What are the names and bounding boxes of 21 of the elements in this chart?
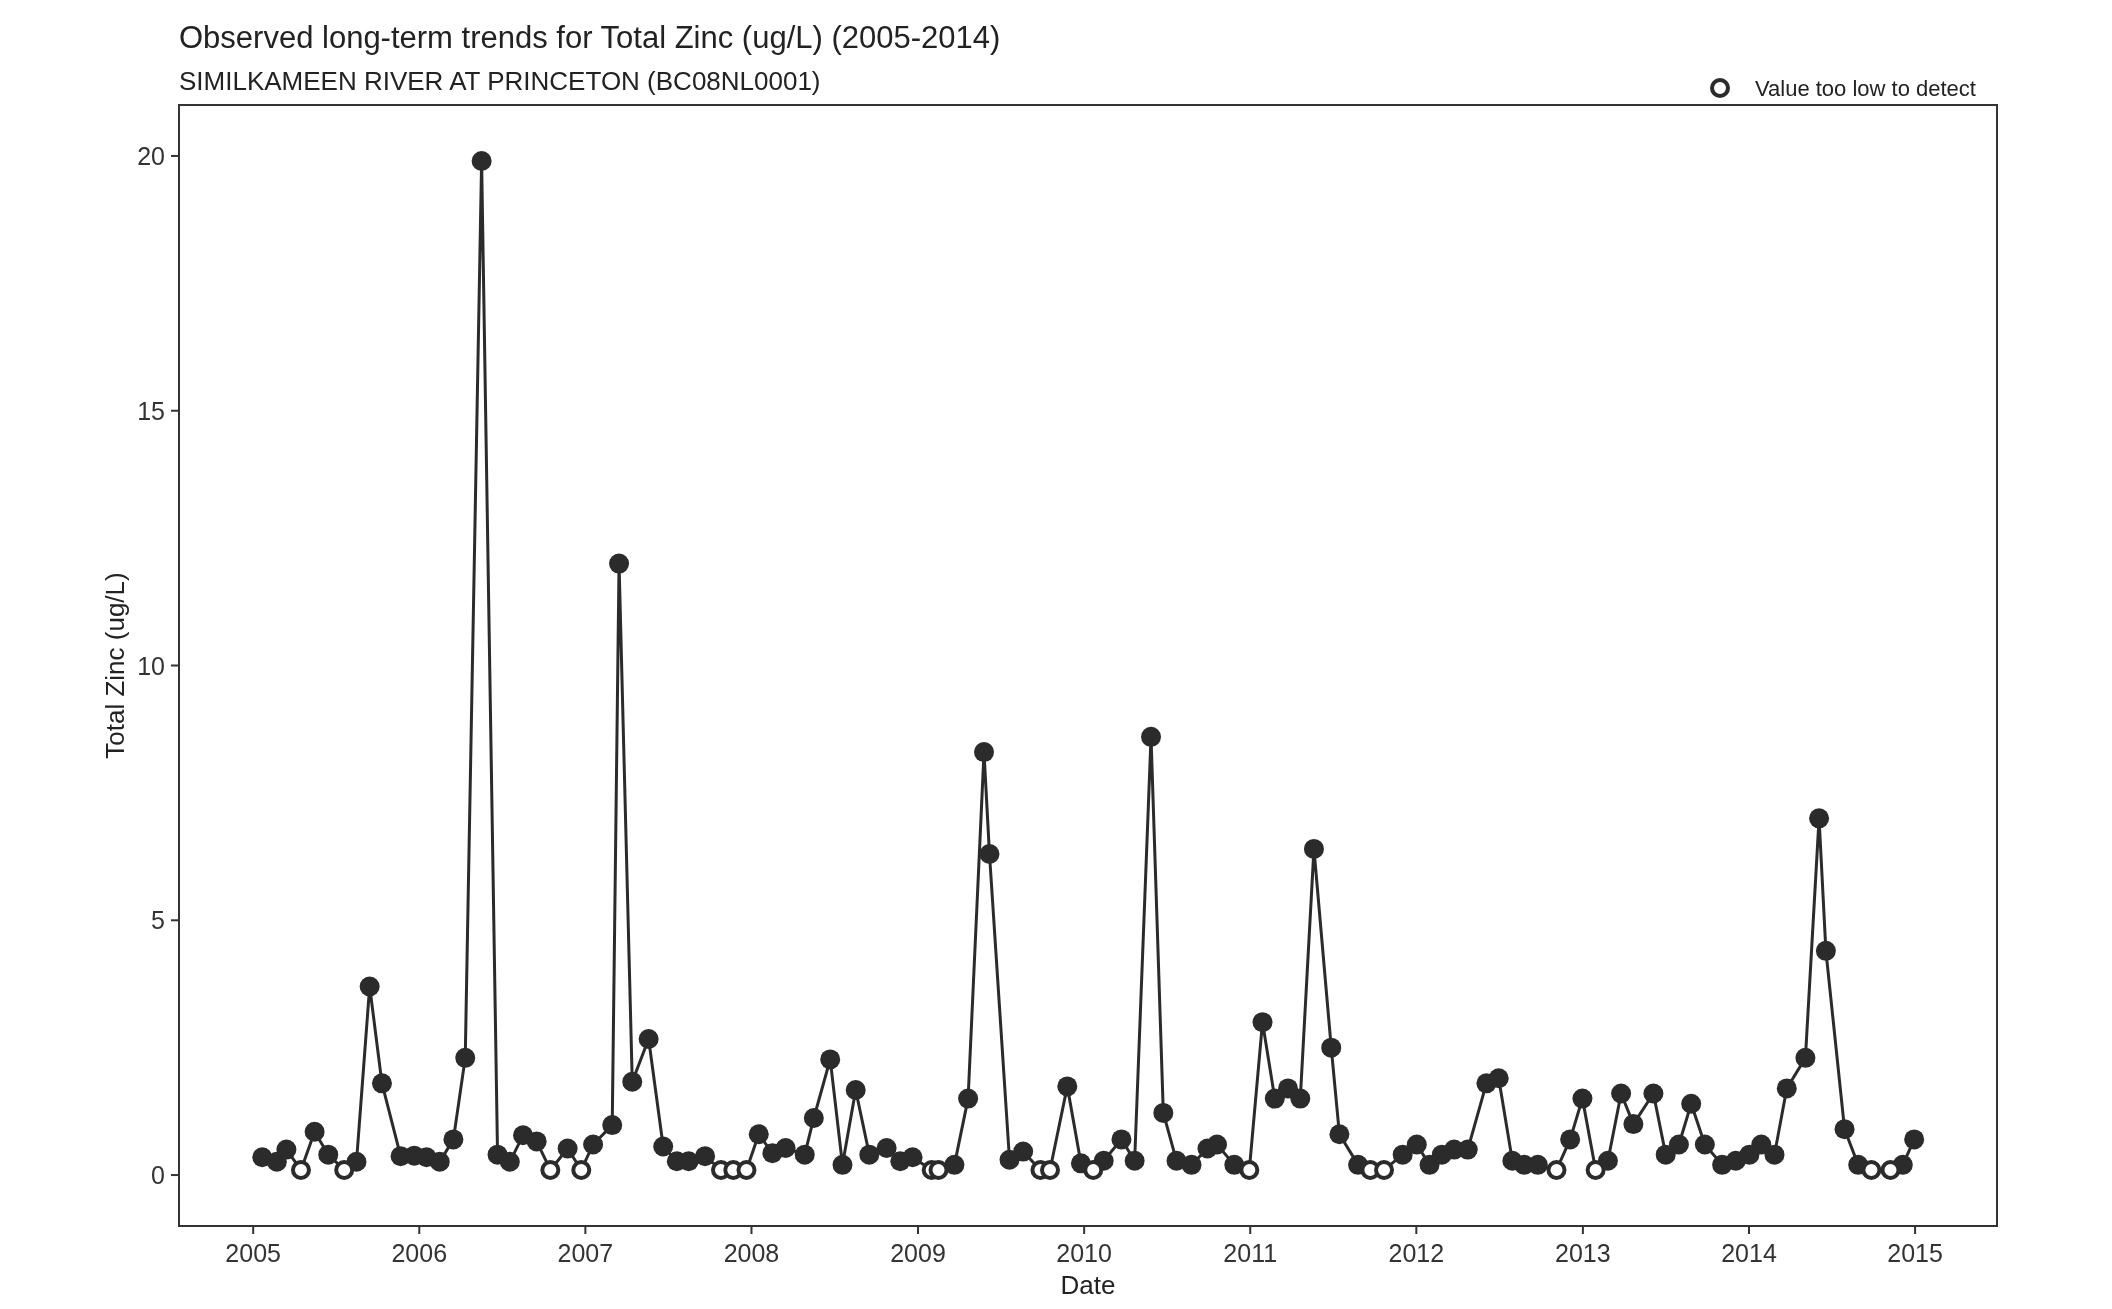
- x-tick-label: 2014: [1721, 1239, 1777, 1267]
- y-tick-label: 20: [137, 141, 165, 170]
- x-tick-label: 2013: [1555, 1239, 1611, 1267]
- x-tick-label: 2011: [1223, 1239, 1278, 1267]
- y-tick-label: 0: [151, 1161, 165, 1190]
- x-tick-label: 2010: [1056, 1239, 1112, 1267]
- chart-title: Observed long-term trends for Total Zinc (ug/L) (2005-2014): [179, 20, 1001, 55]
- x-tick-label: 2008: [723, 1239, 780, 1267]
- y-tick-label: 15: [137, 396, 165, 425]
- x-tick-label: 2009: [890, 1239, 946, 1267]
- y-tick-label: 5: [151, 906, 165, 935]
- x-tick-label: 2015: [1887, 1239, 1943, 1267]
- y-axis-title: Total Zinc (ug/L): [100, 572, 130, 759]
- x-tick-label: 2005: [225, 1239, 281, 1267]
- x-tick-label: 2007: [557, 1239, 614, 1267]
- x-axis-title: Date: [1060, 1270, 1116, 1300]
- x-tick-label: 2006: [391, 1239, 448, 1267]
- y-tick-label: 10: [137, 651, 165, 680]
- chart-subtitle: SIMILKAMEEN RIVER AT PRINCETON (BC08NL0001): [179, 66, 821, 96]
- legend-label: Value too low to detect: [1755, 75, 1976, 101]
- x-tick-label: 2012: [1388, 1239, 1445, 1267]
